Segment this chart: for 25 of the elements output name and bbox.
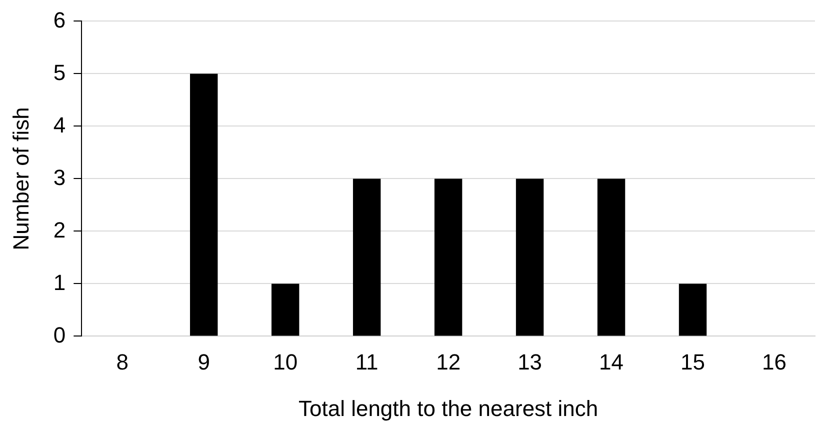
bar — [516, 178, 544, 336]
bar — [434, 178, 462, 336]
x-tick-label: 14 — [599, 349, 624, 374]
x-tick-label: 12 — [436, 349, 461, 374]
bar — [352, 178, 381, 336]
y-axis-title: Number of fish — [8, 107, 34, 250]
bar — [271, 284, 300, 336]
y-tick-label: 3 — [53, 164, 66, 190]
bar — [597, 178, 626, 336]
x-tick-label: 16 — [762, 349, 786, 374]
x-axis-title: Total length to the nearest inch — [298, 396, 598, 421]
x-tick-label: 13 — [518, 349, 542, 374]
x-tick-label: 10 — [273, 349, 298, 374]
x-tick-label: 15 — [680, 349, 706, 374]
x-tick-label: 11 — [355, 349, 378, 374]
bar — [678, 284, 707, 336]
y-tick-label: 2 — [53, 217, 66, 242]
bar — [190, 74, 218, 336]
y-tick-label: 5 — [53, 60, 66, 85]
x-tick-label: 9 — [198, 349, 210, 374]
y-tick-label: 1 — [53, 270, 66, 295]
x-tick-label: 8 — [116, 349, 129, 374]
y-tick-label: 6 — [53, 7, 66, 32]
y-tick-label: 0 — [53, 322, 66, 348]
y-tick-label: 4 — [53, 112, 66, 138]
